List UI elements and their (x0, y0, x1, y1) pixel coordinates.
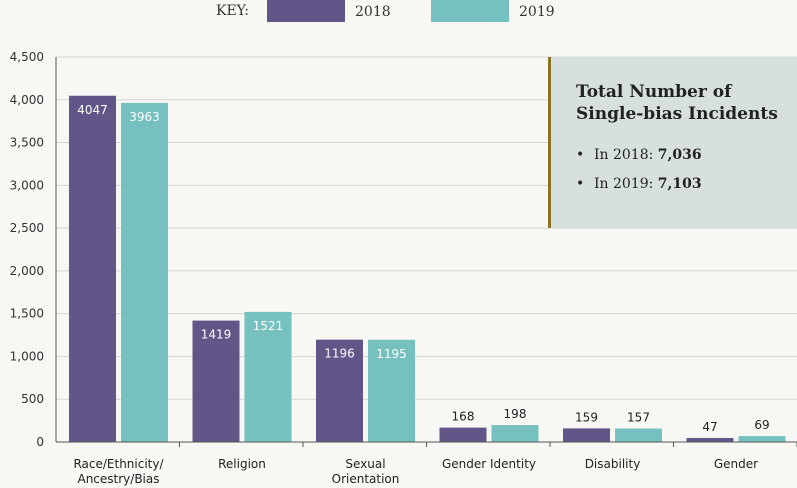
y-tick-label: 1,500 (10, 307, 44, 321)
info-box-list: • In 2018: 7,036 • In 2019: 7,103 (576, 141, 797, 199)
data-label: 3963 (129, 110, 160, 124)
info-item-2019: • In 2019: 7,103 (576, 170, 797, 199)
x-tick-label: Gender (714, 457, 758, 471)
y-tick-label: 1,000 (10, 349, 44, 363)
data-label: 69 (754, 418, 769, 432)
bar-2019-4 (615, 428, 662, 442)
y-tick-label: 2,000 (10, 264, 44, 278)
legend-swatch-2018 (267, 0, 345, 22)
x-tick-label: Sexual (345, 457, 385, 471)
info-box-title: Total Number of Single-bias Incidents (576, 82, 778, 124)
bar-2018-5 (686, 437, 734, 442)
legend-swatch-2019 (431, 0, 509, 22)
info-item-2019-value: 7,103 (657, 176, 702, 192)
y-tick-label: 0 (36, 435, 44, 449)
data-label: 168 (452, 410, 475, 424)
bar-2019-5 (738, 436, 786, 442)
bar-2019-0 (121, 102, 168, 443)
x-tick-label: Gender Identity (442, 457, 536, 471)
totals-info-box: Total Number of Single-bias Incidents • I… (548, 57, 797, 228)
data-label: 1521 (253, 319, 284, 333)
data-label: 1196 (324, 347, 355, 361)
x-tick-label: Race/Ethnicity/ (73, 457, 164, 471)
info-item-2018-prefix: In 2018: (594, 147, 658, 163)
bullet-icon: • (576, 147, 585, 163)
y-tick-label: 500 (21, 392, 44, 406)
legend: KEY: 2018 2019 (0, 0, 797, 26)
legend-key-label: KEY: (216, 3, 249, 19)
x-tick-label: Religion (218, 457, 266, 471)
data-label: 159 (575, 410, 598, 424)
x-tick-label: Ancestry/Bias (77, 472, 159, 486)
bar-2019-1 (244, 311, 292, 442)
y-tick-label: 3,000 (10, 178, 44, 192)
info-item-2019-prefix: In 2019: (594, 176, 658, 192)
data-label: 198 (504, 407, 527, 421)
bullet-icon: • (576, 176, 585, 192)
bar-2019-2 (368, 339, 415, 442)
bar-2019-3 (491, 425, 539, 442)
legend-label-2019: 2019 (519, 4, 555, 20)
y-tick-label: 4,000 (10, 93, 44, 107)
y-tick-label: 3,500 (10, 136, 44, 150)
y-tick-label: 2,500 (10, 221, 44, 235)
data-label: 1419 (201, 328, 232, 342)
info-item-2018-value: 7,036 (657, 147, 702, 163)
bar-2018-1 (192, 320, 240, 442)
x-tick-label: Disability (585, 457, 641, 471)
info-item-2018: • In 2018: 7,036 (576, 141, 797, 170)
data-label: 1195 (376, 347, 407, 361)
x-tick-label: Orientation (332, 472, 400, 486)
bar-2018-2 (316, 339, 363, 442)
y-tick-label: 4,500 (10, 50, 44, 64)
bar-2018-0 (69, 95, 116, 443)
bar-2018-4 (563, 428, 610, 442)
legend-label-2018: 2018 (355, 4, 391, 20)
bar-2018-3 (439, 427, 487, 442)
data-label: 157 (627, 411, 650, 425)
data-label: 4047 (77, 103, 108, 117)
data-label: 47 (702, 420, 717, 434)
